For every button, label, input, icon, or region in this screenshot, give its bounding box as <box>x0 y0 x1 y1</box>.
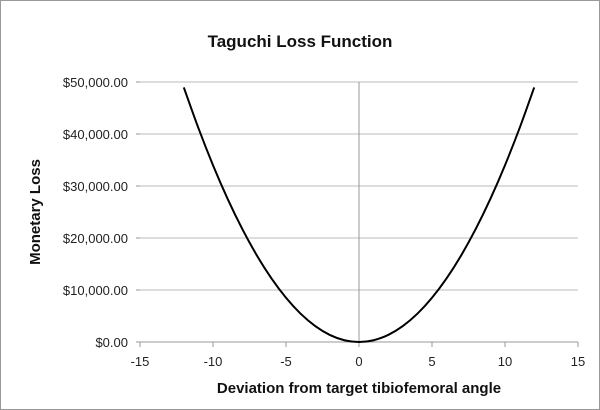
y-tick-label: $40,000.00 <box>63 127 128 142</box>
chart-title: Taguchi Loss Function <box>208 32 393 51</box>
loss-curve <box>182 87 536 344</box>
x-tick-label: -15 <box>131 354 150 369</box>
y-tick-label: $30,000.00 <box>63 179 128 194</box>
y-tick-label: $0.00 <box>95 335 128 350</box>
x-tick-label: 10 <box>498 354 512 369</box>
y-tick-label: $10,000.00 <box>63 283 128 298</box>
x-tick-label: 15 <box>571 354 585 369</box>
y-tick-label: $50,000.00 <box>63 75 128 90</box>
y-tick-label: $20,000.00 <box>63 231 128 246</box>
x-tick-label: -5 <box>280 354 292 369</box>
x-tick-label: 0 <box>355 354 362 369</box>
x-tick-label: 5 <box>428 354 435 369</box>
x-axis-label: Deviation from target tibiofemoral angle <box>217 380 501 397</box>
x-tick-label: -10 <box>204 354 223 369</box>
y-axis-label: Monetary Loss <box>27 159 44 265</box>
